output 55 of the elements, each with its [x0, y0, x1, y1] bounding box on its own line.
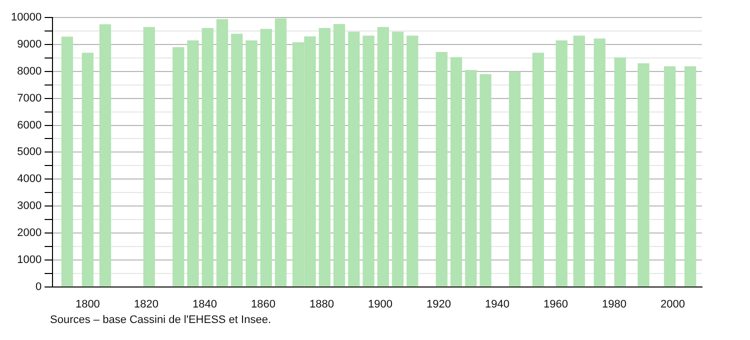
y-tick-label: 8000	[17, 65, 42, 78]
y-tick-label: 10000	[10, 12, 42, 24]
x-tick-label: 1920	[426, 298, 451, 310]
x-tick-label: 1820	[134, 298, 158, 310]
bar	[246, 40, 258, 287]
bar	[362, 36, 374, 287]
bar	[594, 38, 606, 287]
source-note: Sources – base Cassini de l'EHESS et Insee.	[50, 314, 272, 326]
y-tick-label: 0	[35, 280, 42, 293]
x-tick-label: 1860	[250, 298, 276, 310]
bar	[202, 28, 214, 287]
bar	[274, 18, 287, 287]
y-tick-label: 5000	[17, 146, 42, 158]
y-tick-label: 9000	[17, 38, 42, 51]
x-tick-label: 1900	[368, 298, 392, 310]
y-tick-label: 1000	[17, 254, 42, 266]
bar	[508, 72, 521, 287]
bar	[61, 36, 74, 287]
bar	[436, 52, 448, 287]
y-tick-label: 2000	[17, 226, 42, 239]
bar	[260, 28, 272, 287]
x-tick-label: 2000	[660, 298, 685, 310]
y-tick-label: 4000	[17, 173, 42, 186]
bar	[99, 24, 112, 287]
bar	[172, 47, 184, 287]
bar	[480, 74, 492, 287]
bar	[532, 52, 544, 287]
x-tick-label: 1960	[543, 298, 568, 310]
x-tick-label: 1980	[602, 298, 626, 310]
bar	[231, 34, 243, 287]
bar	[187, 40, 199, 287]
bar	[143, 26, 155, 287]
bar	[450, 57, 462, 287]
bar	[333, 24, 346, 287]
bar	[82, 52, 94, 287]
bar	[406, 36, 418, 287]
y-tick-label: 6000	[17, 119, 42, 132]
bar	[614, 57, 626, 287]
bar	[638, 63, 650, 287]
bar	[556, 40, 568, 287]
y-tick-label: 7000	[17, 92, 42, 104]
bar	[664, 66, 676, 287]
x-tick-label: 1800	[75, 298, 100, 310]
bar	[377, 26, 389, 287]
x-tick-label: 1840	[192, 298, 217, 310]
bar	[465, 70, 477, 287]
bar	[318, 28, 330, 287]
bar	[392, 32, 404, 287]
bar	[348, 32, 360, 287]
x-tick-label: 1940	[484, 298, 510, 310]
bar	[216, 19, 228, 287]
y-tick-label: 3000	[17, 200, 42, 212]
bar	[684, 66, 696, 287]
bar	[573, 36, 585, 287]
x-tick-label: 1880	[309, 298, 334, 310]
